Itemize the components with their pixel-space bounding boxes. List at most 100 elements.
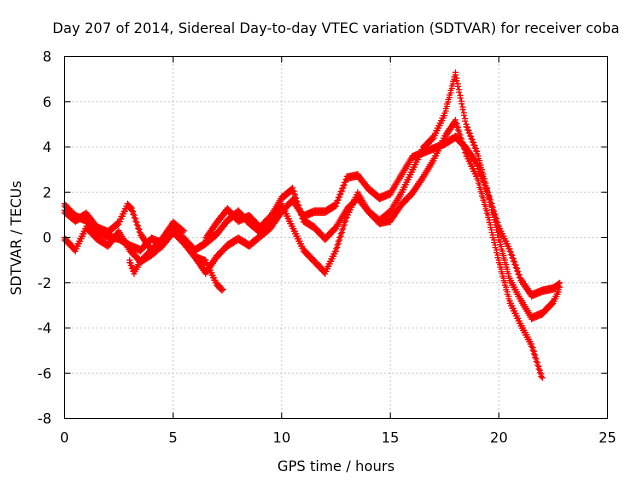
data-point [485,191,492,198]
data-point [489,206,496,213]
data-point [456,89,463,96]
data-point [446,94,453,101]
data-point [512,264,519,271]
data-point [130,211,137,218]
data-point [333,203,339,210]
data-point [335,197,342,204]
y-tick-label: 6 [43,95,52,111]
data-point [460,112,467,119]
data-point [337,190,344,197]
data-point [511,261,518,268]
x-tick-label: 20 [490,431,508,447]
data-point [506,248,513,255]
data-point [554,283,561,290]
data-point [556,279,563,286]
series-trace-2 [61,218,187,266]
y-tick-label: -8 [38,412,52,428]
data-point [441,112,448,119]
ticks-layer: 0 5 10 15 20 25 -8 -6 -4 -2 0 2 4 6 8 [38,50,617,447]
data-point [488,203,495,210]
data-point [289,187,296,194]
data-point [336,237,343,243]
data-point [492,214,499,221]
data-point [334,200,341,207]
data-point [220,286,227,293]
data-point [335,240,342,247]
data-point [135,225,142,232]
data-point [340,184,347,191]
data-point [341,221,348,228]
series-trace-4 [126,116,546,381]
data-point [454,83,461,90]
data-point [509,254,516,261]
x-tick-label: 10 [273,431,291,447]
data-point [494,221,501,228]
x-tick-label: 25 [599,431,617,447]
y-axis-label: SDTVAR / TECUs [9,181,25,296]
data-point [535,365,542,372]
chart-title: Day 207 of 2014, Sidereal Day-to-day VTE… [53,21,620,37]
data-point [334,244,341,251]
x-axis-label: GPS time / hours [277,459,394,475]
data-point [457,94,464,101]
data-point [491,210,498,217]
data-point [534,362,541,369]
data-point [479,175,486,182]
y-tick-label: 0 [43,231,52,247]
data-point [339,187,346,194]
data-point [483,188,490,195]
data-point [477,172,484,179]
data-point [474,162,481,169]
data-point [530,350,537,357]
data-point [407,193,414,200]
data-point [339,229,346,236]
data-point [331,226,338,233]
data-point [444,103,451,110]
data-point [510,258,517,265]
data-point [180,227,187,234]
data-point [555,289,562,296]
data-point [386,210,393,217]
data-point [548,301,555,308]
data-point [475,165,482,172]
data-point [429,136,436,143]
data-point [447,89,454,96]
data-point [114,222,121,229]
grid-layer [64,56,608,419]
data-point [515,271,522,278]
data-point [529,347,536,354]
data-point [532,354,539,361]
data-point [555,283,562,290]
data-point [458,100,465,107]
data-point [536,369,543,376]
data-point [476,168,483,175]
data-point [538,373,545,380]
data-point [533,358,540,365]
data-point [482,185,489,192]
y-tick-label: 4 [43,140,52,156]
x-tick-label: 0 [60,431,69,447]
data-point [266,215,273,222]
data-point [448,85,455,92]
data-point [481,181,488,188]
data-point [453,77,460,84]
series-trace-6 [202,132,563,300]
data-point [341,181,348,188]
data-point [507,251,514,258]
data-point [456,130,463,137]
data-point [528,343,535,350]
y-tick-label: -6 [38,366,52,382]
data-point [337,233,344,240]
data-point [452,119,459,126]
data-point [453,123,460,130]
data-point [487,199,494,206]
data-point [445,98,452,105]
data-point [218,287,225,294]
y-tick-label: 8 [43,50,52,66]
data-point [133,221,140,228]
data-point [459,106,466,113]
y-tick-label: -2 [38,276,52,292]
data-point [128,207,135,214]
data-point [331,203,338,210]
